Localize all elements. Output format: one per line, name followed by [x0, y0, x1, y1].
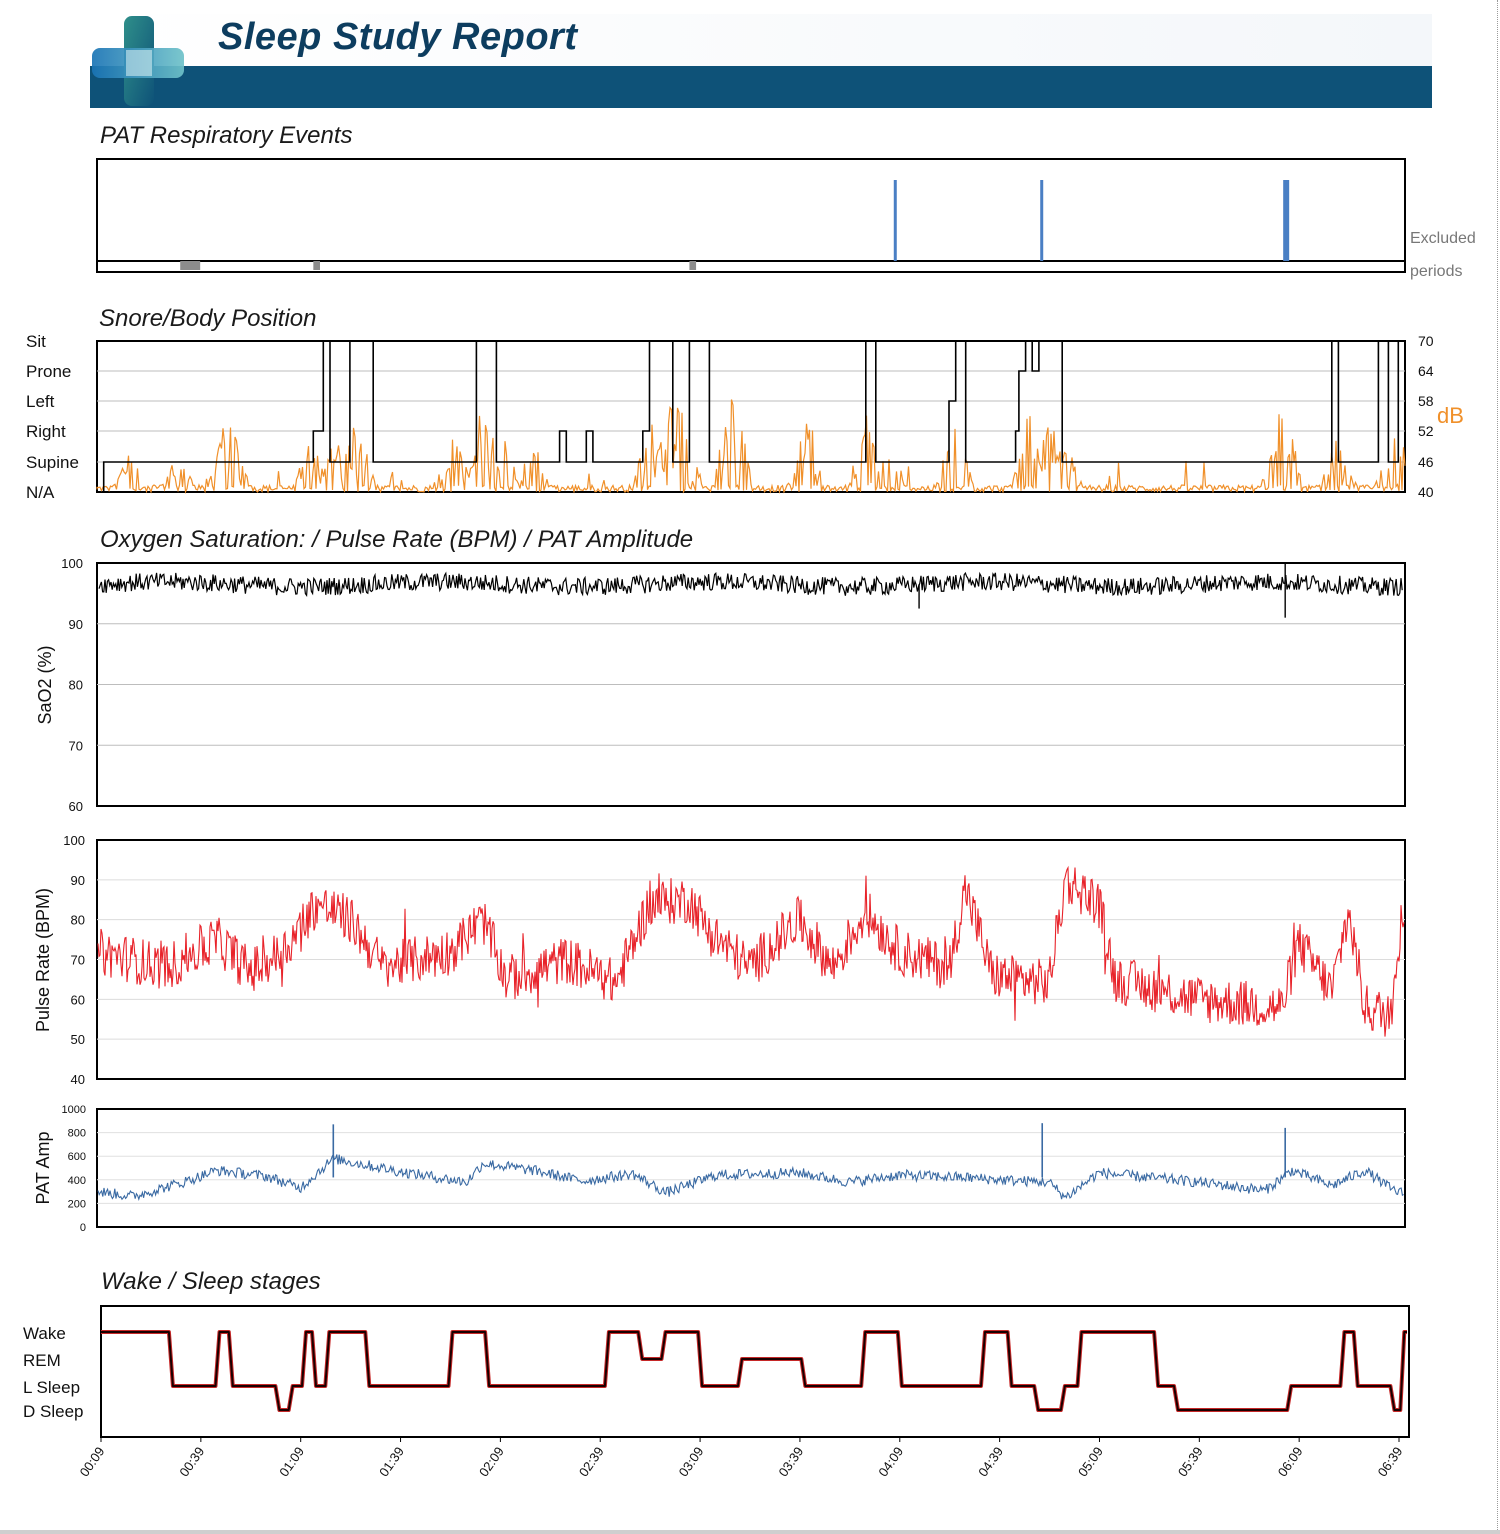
db-tick-label: 40	[1418, 484, 1434, 500]
time-tick-label: 00:09	[77, 1444, 108, 1479]
header-background	[90, 14, 1432, 66]
time-tick-label: 06:39	[1375, 1444, 1406, 1479]
pulse-tick-label: 60	[71, 992, 85, 1007]
sao2-tick-label: 80	[69, 678, 83, 693]
pat-amplitude-trace	[97, 1152, 1404, 1202]
page-footer-strip	[0, 1530, 1500, 1534]
time-tick-label: 04:09	[875, 1444, 906, 1479]
pat-amp-plot-frame	[96, 1108, 1406, 1228]
pat-amp-tick-label: 400	[68, 1175, 86, 1187]
time-tick-label: 01:39	[376, 1444, 407, 1479]
sleep-stage-label: Wake	[23, 1324, 66, 1343]
pat-amp-axis-label: PAT Amp	[33, 1131, 53, 1204]
pulse-tick-label: 40	[71, 1072, 85, 1087]
pat-amp-tick-label: 1000	[62, 1104, 86, 1116]
pulse-tick-label: 70	[71, 953, 85, 968]
excluded-legend-label: periods	[1410, 263, 1462, 280]
pulse-tick-label: 100	[63, 833, 85, 848]
pulse-tick-label: 50	[71, 1032, 85, 1047]
sleep-stage-label: D Sleep	[23, 1402, 83, 1421]
sao2-tick-label: 90	[69, 617, 83, 632]
pat-amp-tick-label: 800	[68, 1128, 86, 1140]
snore-plot-frame	[96, 340, 1406, 493]
pat-amp-tick-label: 0	[80, 1222, 86, 1234]
position-axis-label: N/A	[26, 483, 55, 502]
position-axis-label: Supine	[26, 453, 79, 472]
header-bar	[90, 66, 1432, 108]
pulse-rate-trace	[97, 865, 1405, 1037]
excluded-period-mark	[180, 261, 201, 270]
respiratory-event-bar	[893, 180, 897, 261]
page-edge	[1497, 0, 1498, 1534]
sao2-tick-label: 100	[61, 556, 83, 571]
db-tick-label: 70	[1418, 333, 1434, 349]
time-tick-label: 01:09	[276, 1444, 307, 1479]
time-tick-label: 05:09	[1075, 1444, 1106, 1479]
db-tick-label: 46	[1418, 454, 1434, 470]
db-tick-label: 52	[1418, 423, 1434, 439]
time-tick-label: 04:39	[975, 1444, 1006, 1479]
sleep-stage-label: REM	[23, 1351, 61, 1370]
db-axis-label: dB	[1437, 403, 1464, 428]
sleep-stages-title: Wake / Sleep stages	[101, 1268, 321, 1295]
db-tick-label: 58	[1418, 393, 1434, 409]
snore-position-title: Snore/Body Position	[99, 305, 317, 332]
sao2-trace	[98, 571, 1403, 597]
respiratory-event-bar	[1283, 180, 1290, 261]
pat-amp-tick-label: 200	[68, 1198, 86, 1210]
respiratory-event-bar	[1040, 180, 1044, 261]
time-tick-label: 02:39	[576, 1444, 607, 1479]
sao2-axis-label: SaO2 (%)	[35, 645, 55, 724]
excluded-period-mark	[689, 261, 697, 270]
pulse-tick-label: 90	[71, 873, 85, 888]
time-tick-label: 02:09	[476, 1444, 507, 1479]
medical-cross-logo-icon	[92, 16, 184, 106]
pulse-axis-label: Pulse Rate (BPM)	[33, 888, 53, 1032]
snore-trace	[96, 399, 1406, 495]
sao2-tick-label: 60	[69, 799, 83, 814]
position-axis-label: Left	[26, 392, 55, 411]
body-position-trace	[97, 340, 1405, 493]
sleep-stage-label: L Sleep	[23, 1378, 80, 1397]
respiratory-events-title: PAT Respiratory Events	[100, 122, 353, 149]
db-tick-label: 64	[1418, 363, 1434, 379]
time-tick-label: 05:39	[1175, 1444, 1206, 1479]
position-axis-label: Sit	[26, 332, 46, 351]
sao2-tick-label: 70	[69, 738, 83, 753]
respiratory-plot-frame	[96, 158, 1406, 273]
hypnogram-trace	[101, 1331, 1407, 1411]
excluded-period-mark	[313, 261, 320, 270]
time-tick-label: 03:39	[775, 1444, 806, 1479]
report-title: Sleep Study Report	[218, 16, 578, 58]
time-tick-label: 06:09	[1275, 1444, 1306, 1479]
position-axis-label: Right	[26, 422, 66, 441]
excluded-legend-label: Excluded	[1410, 230, 1476, 247]
time-tick-label: 00:39	[176, 1444, 207, 1479]
oxygen-section-title: Oxygen Saturation: / Pulse Rate (BPM) / …	[100, 526, 694, 553]
hypnogram-plot-frame	[100, 1305, 1410, 1438]
pat-amp-tick-label: 600	[68, 1151, 86, 1163]
pulse-tick-label: 80	[71, 913, 85, 928]
position-axis-label: Prone	[26, 362, 71, 381]
time-tick-label: 03:09	[676, 1444, 707, 1479]
